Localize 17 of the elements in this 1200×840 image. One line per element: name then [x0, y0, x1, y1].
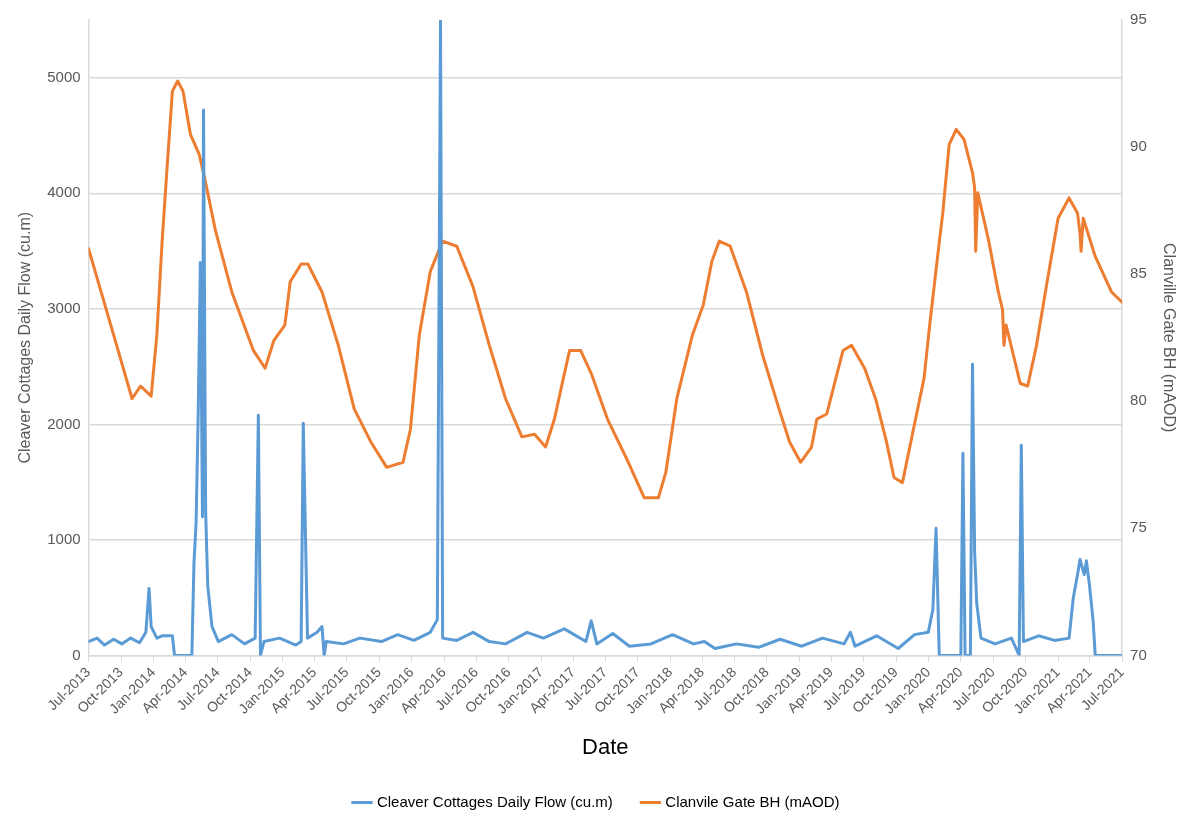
y-tick-label: 0 [72, 645, 81, 663]
y2-tick-label: 95 [1130, 10, 1147, 28]
y-tick-label: 3000 [47, 298, 81, 316]
y-tick-label: 4000 [47, 183, 81, 201]
y2-axis-title: Clanville Gate BH (mAOD) [1160, 243, 1178, 433]
legend-label: Cleaver Cottages Daily Flow (cu.m) [376, 792, 613, 810]
y2-tick-label: 75 [1130, 518, 1147, 536]
y-tick-label: 1000 [47, 530, 81, 548]
y-tick-label: 2000 [47, 414, 81, 432]
y2-tick-label: 70 [1130, 645, 1147, 663]
x-axis-title: Date [582, 733, 629, 759]
y2-tick-label: 80 [1130, 391, 1147, 409]
legend-label: Clanvile Gate BH (mAOD) [665, 792, 840, 810]
y-tick-label: 5000 [47, 67, 81, 85]
y2-tick-label: 85 [1130, 264, 1147, 282]
y-axis-title: Cleaver Cottages Daily Flow (cu.m) [16, 211, 34, 464]
y2-tick-label: 90 [1130, 137, 1147, 155]
